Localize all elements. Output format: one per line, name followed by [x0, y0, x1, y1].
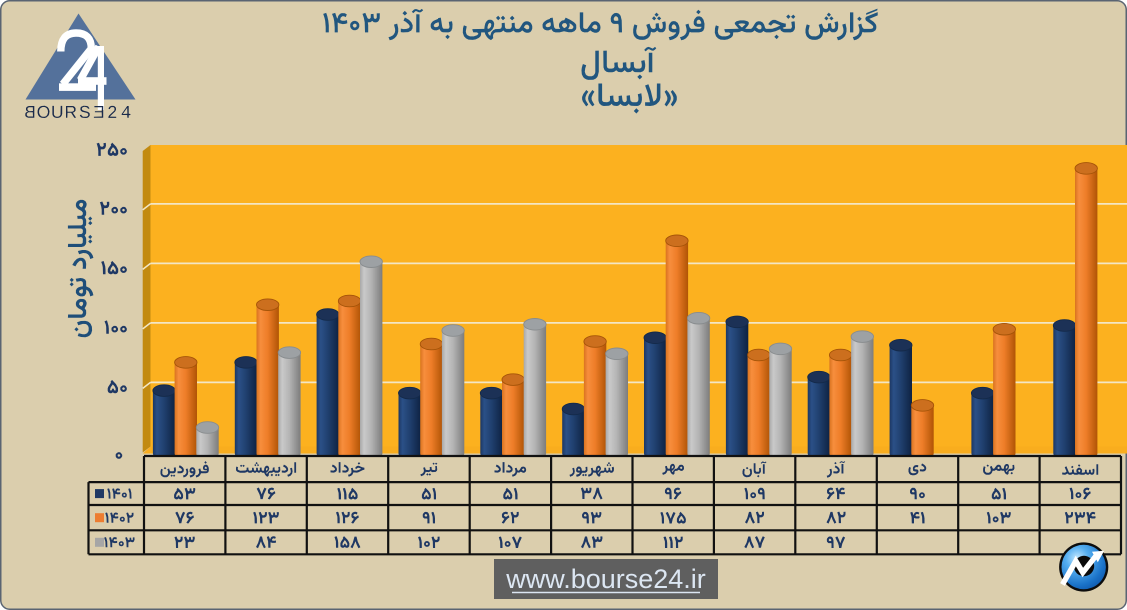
svg-text:www.bourse24.ir: www.bourse24.ir	[505, 564, 706, 594]
